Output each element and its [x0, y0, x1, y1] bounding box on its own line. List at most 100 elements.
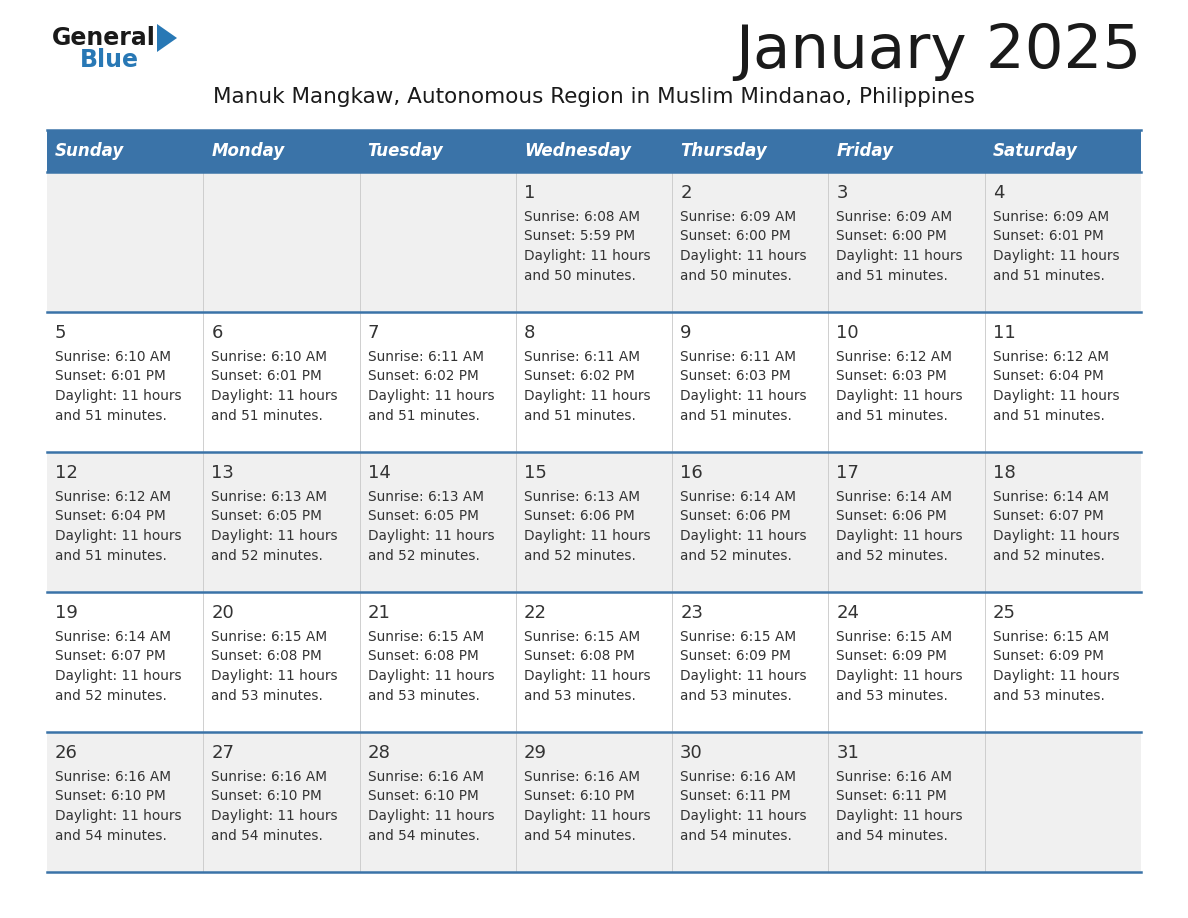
Text: and 53 minutes.: and 53 minutes.: [836, 688, 948, 702]
Text: Sunset: 6:09 PM: Sunset: 6:09 PM: [993, 650, 1104, 664]
Text: Sunrise: 6:15 AM: Sunrise: 6:15 AM: [524, 630, 640, 644]
Text: 29: 29: [524, 744, 546, 762]
Text: Sunset: 6:07 PM: Sunset: 6:07 PM: [993, 509, 1104, 523]
Text: Sunset: 6:07 PM: Sunset: 6:07 PM: [55, 650, 166, 664]
Text: Daylight: 11 hours: Daylight: 11 hours: [836, 249, 963, 263]
Text: Daylight: 11 hours: Daylight: 11 hours: [55, 529, 182, 543]
Text: 22: 22: [524, 604, 546, 622]
Text: 26: 26: [55, 744, 78, 762]
Text: Sunrise: 6:16 AM: Sunrise: 6:16 AM: [836, 770, 953, 784]
Text: 18: 18: [993, 464, 1016, 482]
Text: Sunrise: 6:15 AM: Sunrise: 6:15 AM: [836, 630, 953, 644]
Text: Sunset: 6:04 PM: Sunset: 6:04 PM: [55, 509, 166, 523]
Text: and 54 minutes.: and 54 minutes.: [836, 829, 948, 843]
Text: and 51 minutes.: and 51 minutes.: [55, 548, 166, 563]
Text: Sunset: 6:02 PM: Sunset: 6:02 PM: [524, 370, 634, 384]
Text: Daylight: 11 hours: Daylight: 11 hours: [993, 249, 1119, 263]
Text: and 50 minutes.: and 50 minutes.: [681, 268, 792, 283]
Text: Daylight: 11 hours: Daylight: 11 hours: [367, 669, 494, 683]
Text: Thursday: Thursday: [681, 142, 767, 160]
Text: Sunrise: 6:11 AM: Sunrise: 6:11 AM: [367, 350, 484, 364]
Text: and 52 minutes.: and 52 minutes.: [211, 548, 323, 563]
Text: 9: 9: [681, 324, 691, 342]
Bar: [672, 130, 828, 172]
Text: Daylight: 11 hours: Daylight: 11 hours: [993, 529, 1119, 543]
Text: Daylight: 11 hours: Daylight: 11 hours: [836, 529, 963, 543]
Text: 4: 4: [993, 184, 1004, 202]
Text: Daylight: 11 hours: Daylight: 11 hours: [993, 389, 1119, 403]
Text: 6: 6: [211, 324, 222, 342]
Text: Daylight: 11 hours: Daylight: 11 hours: [836, 669, 963, 683]
Text: Blue: Blue: [80, 48, 139, 72]
Text: Daylight: 11 hours: Daylight: 11 hours: [524, 249, 651, 263]
Text: Daylight: 11 hours: Daylight: 11 hours: [524, 529, 651, 543]
Text: 12: 12: [55, 464, 78, 482]
Text: and 51 minutes.: and 51 minutes.: [993, 268, 1105, 283]
Text: and 53 minutes.: and 53 minutes.: [993, 688, 1105, 702]
Text: Daylight: 11 hours: Daylight: 11 hours: [367, 529, 494, 543]
Text: Wednesday: Wednesday: [524, 142, 631, 160]
Text: Sunset: 6:05 PM: Sunset: 6:05 PM: [367, 509, 479, 523]
Text: 15: 15: [524, 464, 546, 482]
Text: Sunset: 6:06 PM: Sunset: 6:06 PM: [836, 509, 947, 523]
Text: 24: 24: [836, 604, 859, 622]
Text: Sunrise: 6:11 AM: Sunrise: 6:11 AM: [681, 350, 796, 364]
Text: 25: 25: [993, 604, 1016, 622]
Text: and 53 minutes.: and 53 minutes.: [367, 688, 480, 702]
Text: Sunset: 6:06 PM: Sunset: 6:06 PM: [681, 509, 791, 523]
Bar: [516, 130, 672, 172]
Text: January 2025: January 2025: [734, 22, 1140, 81]
Text: Sunset: 6:02 PM: Sunset: 6:02 PM: [367, 370, 479, 384]
Text: and 51 minutes.: and 51 minutes.: [836, 268, 948, 283]
Text: Sunset: 6:08 PM: Sunset: 6:08 PM: [524, 650, 634, 664]
Text: Sunrise: 6:13 AM: Sunrise: 6:13 AM: [367, 490, 484, 504]
Text: Sunset: 6:00 PM: Sunset: 6:00 PM: [836, 230, 947, 243]
Text: Sunset: 6:10 PM: Sunset: 6:10 PM: [55, 789, 166, 803]
Text: Sunrise: 6:08 AM: Sunrise: 6:08 AM: [524, 210, 640, 224]
Bar: [360, 130, 516, 172]
Text: Sunrise: 6:10 AM: Sunrise: 6:10 AM: [55, 350, 171, 364]
Text: Daylight: 11 hours: Daylight: 11 hours: [367, 389, 494, 403]
Text: Sunset: 6:10 PM: Sunset: 6:10 PM: [367, 789, 479, 803]
Text: 8: 8: [524, 324, 536, 342]
Text: 30: 30: [681, 744, 703, 762]
Text: Monday: Monday: [211, 142, 285, 160]
Bar: [203, 130, 360, 172]
Text: and 52 minutes.: and 52 minutes.: [681, 548, 792, 563]
Text: 31: 31: [836, 744, 859, 762]
Text: Sunset: 6:08 PM: Sunset: 6:08 PM: [211, 650, 322, 664]
Text: Sunrise: 6:16 AM: Sunrise: 6:16 AM: [211, 770, 327, 784]
Text: Sunset: 6:08 PM: Sunset: 6:08 PM: [367, 650, 479, 664]
Text: Sunrise: 6:14 AM: Sunrise: 6:14 AM: [55, 630, 171, 644]
Text: Daylight: 11 hours: Daylight: 11 hours: [836, 389, 963, 403]
Text: Sunrise: 6:15 AM: Sunrise: 6:15 AM: [993, 630, 1108, 644]
Text: 11: 11: [993, 324, 1016, 342]
Text: and 53 minutes.: and 53 minutes.: [681, 688, 792, 702]
Text: Daylight: 11 hours: Daylight: 11 hours: [55, 389, 182, 403]
Text: Daylight: 11 hours: Daylight: 11 hours: [681, 389, 807, 403]
Text: 19: 19: [55, 604, 78, 622]
Text: Sunset: 6:01 PM: Sunset: 6:01 PM: [55, 370, 166, 384]
Bar: [48, 732, 1140, 872]
Text: Sunset: 6:01 PM: Sunset: 6:01 PM: [211, 370, 322, 384]
Text: 28: 28: [367, 744, 391, 762]
Text: Daylight: 11 hours: Daylight: 11 hours: [367, 809, 494, 823]
Text: Sunrise: 6:16 AM: Sunrise: 6:16 AM: [681, 770, 796, 784]
Text: and 53 minutes.: and 53 minutes.: [524, 688, 636, 702]
Text: Saturday: Saturday: [993, 142, 1078, 160]
Bar: [985, 130, 1140, 172]
Text: 21: 21: [367, 604, 391, 622]
Text: General: General: [52, 26, 156, 50]
Text: and 54 minutes.: and 54 minutes.: [681, 829, 792, 843]
Text: Sunset: 6:05 PM: Sunset: 6:05 PM: [211, 509, 322, 523]
Text: 20: 20: [211, 604, 234, 622]
Text: Daylight: 11 hours: Daylight: 11 hours: [211, 529, 337, 543]
Text: Sunrise: 6:12 AM: Sunrise: 6:12 AM: [55, 490, 171, 504]
Text: and 52 minutes.: and 52 minutes.: [55, 688, 166, 702]
Text: Sunset: 6:06 PM: Sunset: 6:06 PM: [524, 509, 634, 523]
Text: and 51 minutes.: and 51 minutes.: [681, 409, 792, 422]
Text: Sunrise: 6:13 AM: Sunrise: 6:13 AM: [211, 490, 327, 504]
Bar: [48, 172, 1140, 312]
Text: Sunrise: 6:09 AM: Sunrise: 6:09 AM: [993, 210, 1108, 224]
Text: Sunrise: 6:11 AM: Sunrise: 6:11 AM: [524, 350, 640, 364]
